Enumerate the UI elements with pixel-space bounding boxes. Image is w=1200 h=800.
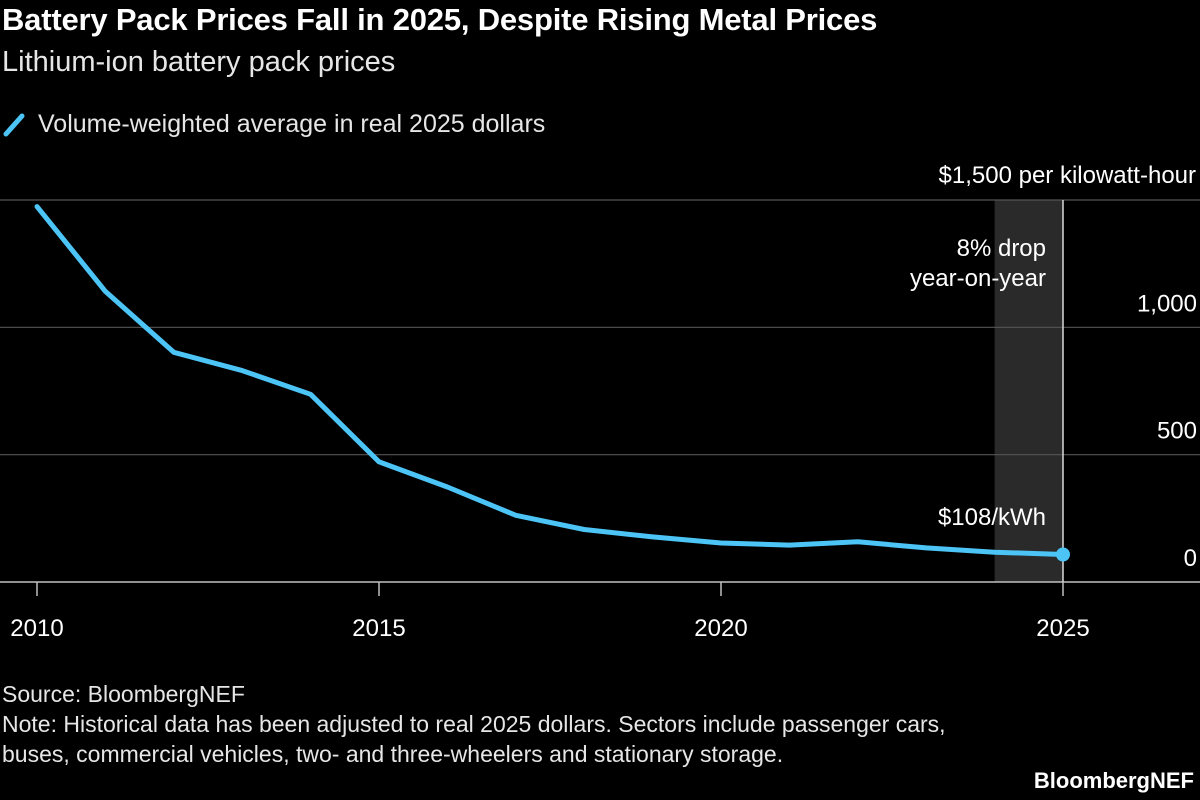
y-tick-label: 0: [1184, 545, 1197, 572]
highlight-label-line2: year-on-year: [910, 265, 1046, 292]
footnote: Note: Historical data has been adjusted …: [2, 711, 946, 767]
chart-subtitle: Lithium-ion battery pack prices: [2, 46, 396, 78]
x-tick-label: 2020: [694, 615, 747, 642]
y-tick-label: $1,500 per kilowatt-hour: [939, 162, 1196, 189]
chart-title: Battery Pack Prices Fall in 2025, Despit…: [2, 2, 878, 37]
x-tick-label: 2015: [352, 615, 405, 642]
brand-logo-text: BloombergNEF: [1033, 768, 1194, 793]
highlight-band: [994, 200, 1063, 582]
legend-line-icon: [3, 113, 25, 136]
source-note: Source: BloombergNEF: [2, 681, 245, 707]
x-tick-label: 2010: [10, 615, 63, 642]
end-value-label: $108/kWh: [938, 504, 1046, 531]
highlight-label-line1: 8% drop: [957, 235, 1046, 262]
legend-label: Volume-weighted average in real 2025 dol…: [38, 110, 546, 138]
y-tick-label: 1,000: [1137, 290, 1197, 317]
y-tick-label: 500: [1157, 418, 1197, 445]
x-tick-label: 2025: [1036, 615, 1089, 642]
legend: Volume-weighted average in real 2025 dol…: [2, 110, 545, 139]
series-line-volume-weighted-average: [34, 204, 1066, 557]
end-point-marker: [1056, 547, 1070, 562]
